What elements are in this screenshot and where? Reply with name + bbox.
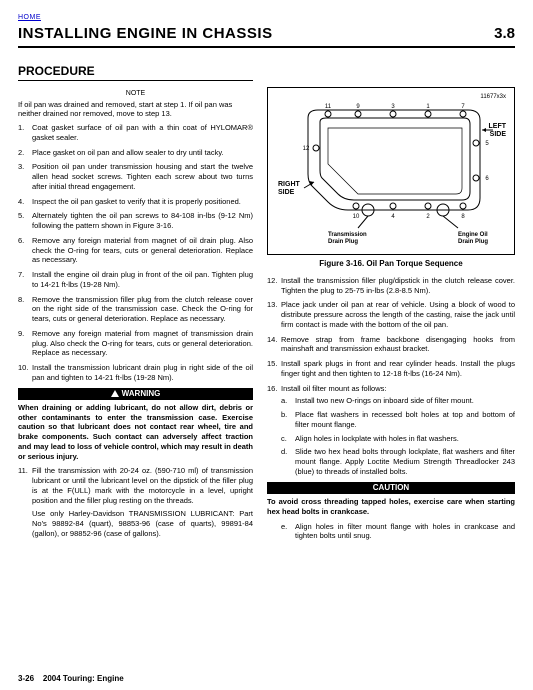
page-title: INSTALLING ENGINE IN CHASSIS (18, 24, 273, 44)
title-row: INSTALLING ENGINE IN CHASSIS 3.8 (18, 24, 515, 48)
right-column: 11677x3x 11 9 3 1 7 5 6 (267, 87, 515, 546)
step-4: Inspect the oil pan gasket to verify tha… (18, 197, 253, 207)
step-11-sub: Use only Harley-Davidson TRANSMISSION LU… (32, 509, 253, 538)
svg-text:8: 8 (461, 214, 465, 220)
step-13: 13.Place jack under oil pan at rear of v… (267, 300, 515, 329)
step-16: 16.Install oil filter mount as follows: … (267, 384, 515, 477)
warning-label: WARNING (122, 389, 161, 399)
step-9: Remove any foreign material from magnet … (18, 329, 253, 358)
svg-text:6: 6 (485, 176, 489, 182)
svg-text:SIDE: SIDE (490, 131, 507, 138)
svg-text:5: 5 (485, 141, 489, 147)
note-text: If oil pan was drained and removed, star… (18, 100, 253, 120)
svg-text:Drain Plug: Drain Plug (328, 239, 358, 245)
step-6: Remove any foreign material from magnet … (18, 236, 253, 265)
note-label: NOTE (18, 89, 253, 98)
svg-text:11677x3x: 11677x3x (480, 94, 506, 100)
step-11: 11. Fill the transmission with 20-24 oz.… (18, 466, 253, 538)
step-7: Install the engine oil drain plug in fro… (18, 270, 253, 290)
caution-bar: CAUTION (267, 482, 515, 494)
step-5: Alternately tighten the oil pan screws t… (18, 211, 253, 231)
svg-text:1: 1 (426, 104, 430, 110)
svg-text:SIDE: SIDE (278, 189, 295, 196)
footer: 3-26 2004 Touring: Engine (18, 674, 124, 684)
step-15: 15.Install spark plugs in front and rear… (267, 359, 515, 379)
step-16-sub: a.Install two new O-rings on inboard sid… (281, 396, 515, 476)
svg-text:7: 7 (461, 104, 465, 110)
step-16e-list: e.Align holes in filter mount flange wit… (281, 522, 515, 542)
step-16b: b.Place flat washers in recessed bolt ho… (281, 410, 515, 430)
home-link[interactable]: HOME (18, 14, 41, 21)
caution-text: To avoid cross threading tapped holes, e… (267, 497, 515, 517)
left-column: NOTE If oil pan was drained and removed,… (18, 87, 253, 546)
step-16d: d.Slide two hex head bolts through lockp… (281, 447, 515, 476)
step-16a: a.Install two new O-rings on inboard sid… (281, 396, 515, 406)
warning-bar: WARNING (18, 388, 253, 400)
step-11-list: 11. Fill the transmission with 20-24 oz.… (18, 466, 253, 538)
procedure-heading: PROCEDURE (18, 64, 253, 82)
svg-text:10: 10 (353, 214, 360, 220)
svg-text:LEFT: LEFT (489, 123, 507, 130)
svg-text:3: 3 (391, 104, 395, 110)
book-title: 2004 Touring: Engine (43, 674, 124, 683)
step-11-num: 11. (18, 466, 28, 476)
caution-label: CAUTION (373, 483, 409, 493)
step-10: Install the transmission lubricant drain… (18, 363, 253, 383)
svg-text:4: 4 (391, 214, 395, 220)
step-16c: c.Align holes in lockplate with holes in… (281, 434, 515, 444)
step-3: Position oil pan under transmission hous… (18, 162, 253, 191)
warning-icon (111, 390, 119, 397)
step-14: 14.Remove strap from frame backbone dise… (267, 335, 515, 355)
step-2: Place gasket on oil pan and allow sealer… (18, 148, 253, 158)
warning-text: When draining or adding lubricant, do no… (18, 403, 253, 462)
section-number: 3.8 (494, 24, 515, 44)
svg-text:12: 12 (303, 146, 310, 152)
figure-caption: Figure 3-16. Oil Pan Torque Sequence (267, 259, 515, 269)
step-11-text: Fill the transmission with 20-24 oz. (59… (32, 466, 253, 504)
figure-box: 11677x3x 11 9 3 1 7 5 6 (267, 87, 515, 255)
svg-text:9: 9 (356, 104, 360, 110)
svg-text:Transmission: Transmission (328, 232, 367, 238)
steps-list-b: 12.Install the transmission filler plug/… (267, 276, 515, 477)
svg-text:Engine Oil: Engine Oil (458, 232, 488, 238)
svg-text:11: 11 (325, 104, 332, 110)
step-8: Remove the transmission filler plug from… (18, 295, 253, 324)
step-12: 12.Install the transmission filler plug/… (267, 276, 515, 296)
svg-text:2: 2 (426, 214, 430, 220)
step-1: Coat gasket surface of oil pan with a th… (18, 123, 253, 143)
oil-pan-diagram: 11677x3x 11 9 3 1 7 5 6 (268, 88, 514, 254)
svg-text:Drain Plug: Drain Plug (458, 239, 488, 245)
steps-list-a: Coat gasket surface of oil pan with a th… (18, 123, 253, 383)
step-16e: e.Align holes in filter mount flange wit… (281, 522, 515, 542)
page-number: 3-26 (18, 674, 34, 683)
svg-text:RIGHT: RIGHT (278, 181, 301, 188)
